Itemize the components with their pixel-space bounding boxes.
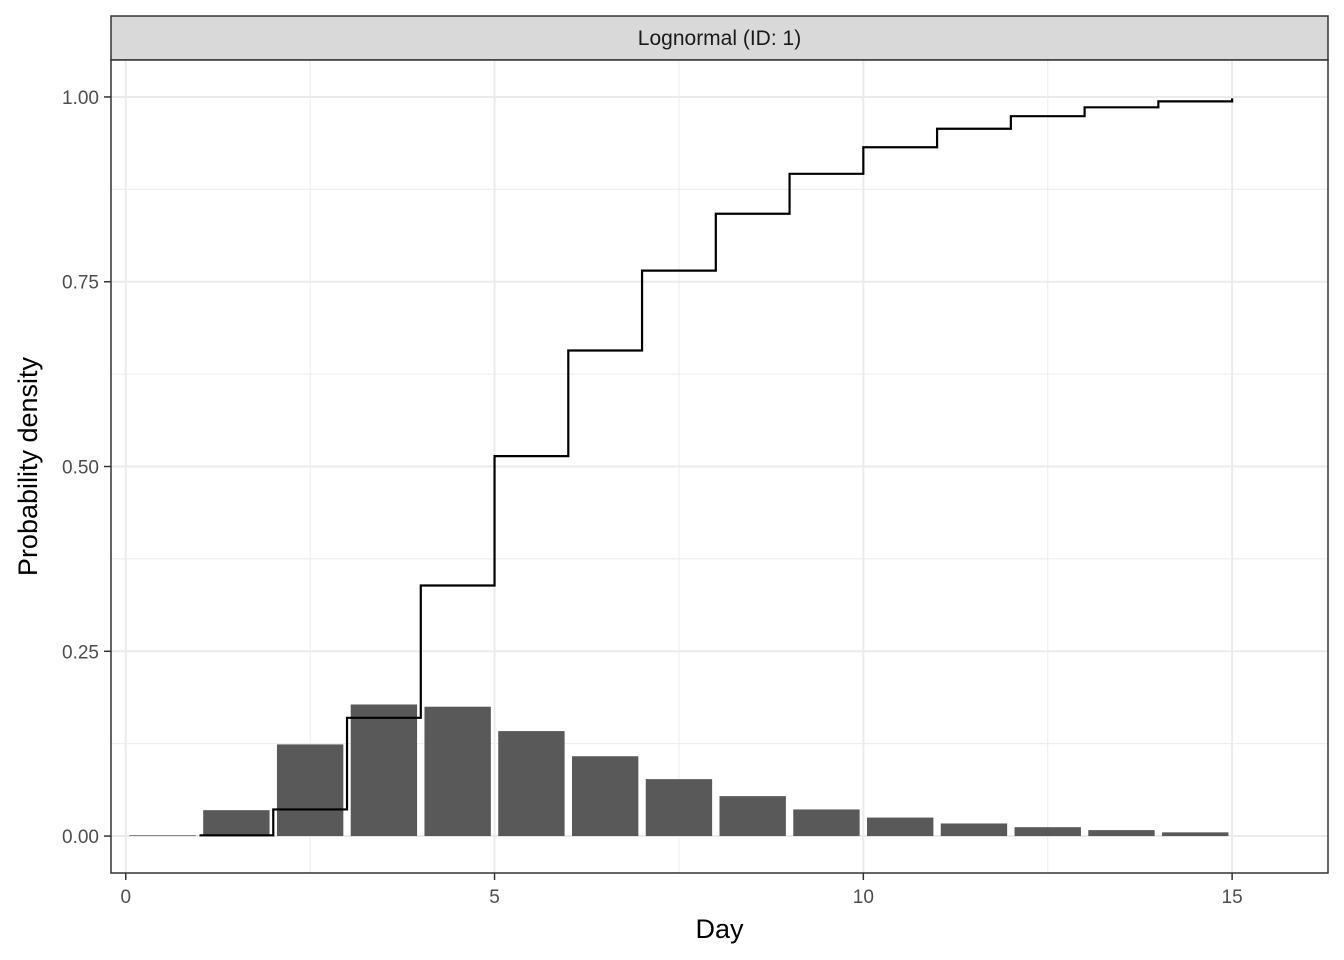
y-axis: 0.00 0.25 0.50 0.75 1.00 [62, 88, 111, 848]
bar-day-10 [793, 809, 860, 837]
facet-strip: Lognormal (ID: 1) [110, 15, 1329, 61]
bar-day-7 [571, 756, 639, 837]
bar-day-8 [645, 779, 713, 837]
bar-day-9 [719, 796, 786, 837]
x-tick-label: 10 [853, 887, 874, 908]
y-tick-label: 0.50 [62, 458, 99, 479]
y-tick-label: 1.00 [62, 88, 99, 109]
bar-day-5 [424, 706, 491, 837]
facet-strip-label: Lognormal (ID: 1) [638, 27, 801, 50]
x-tick-label: 15 [1222, 887, 1243, 908]
bar-day-2 [203, 810, 270, 837]
bar-day-14 [1088, 830, 1155, 837]
x-tick-label: 5 [489, 887, 500, 908]
y-tick-label: 0.00 [62, 827, 99, 848]
x-tick-label: 0 [120, 887, 131, 908]
y-tick-label: 0.25 [62, 642, 99, 663]
bar-day-15 [1162, 832, 1229, 837]
bar-day-3 [276, 744, 344, 837]
x-axis: 0 5 10 15 [120, 873, 1243, 908]
bar-day-6 [498, 731, 565, 837]
y-tick-label: 0.75 [62, 273, 99, 294]
facet-strip-box [110, 15, 1329, 61]
bar-day-11 [867, 817, 934, 837]
bar-day-4 [350, 704, 418, 837]
cumulative-step-line [199, 98, 1234, 837]
x-axis-title: Day [695, 914, 744, 944]
bar-day-13 [1014, 827, 1081, 837]
bar-day-12 [940, 823, 1008, 837]
bars [129, 704, 1229, 837]
y-axis-title: Probability density [13, 356, 43, 576]
bar-day-1 [129, 835, 196, 837]
